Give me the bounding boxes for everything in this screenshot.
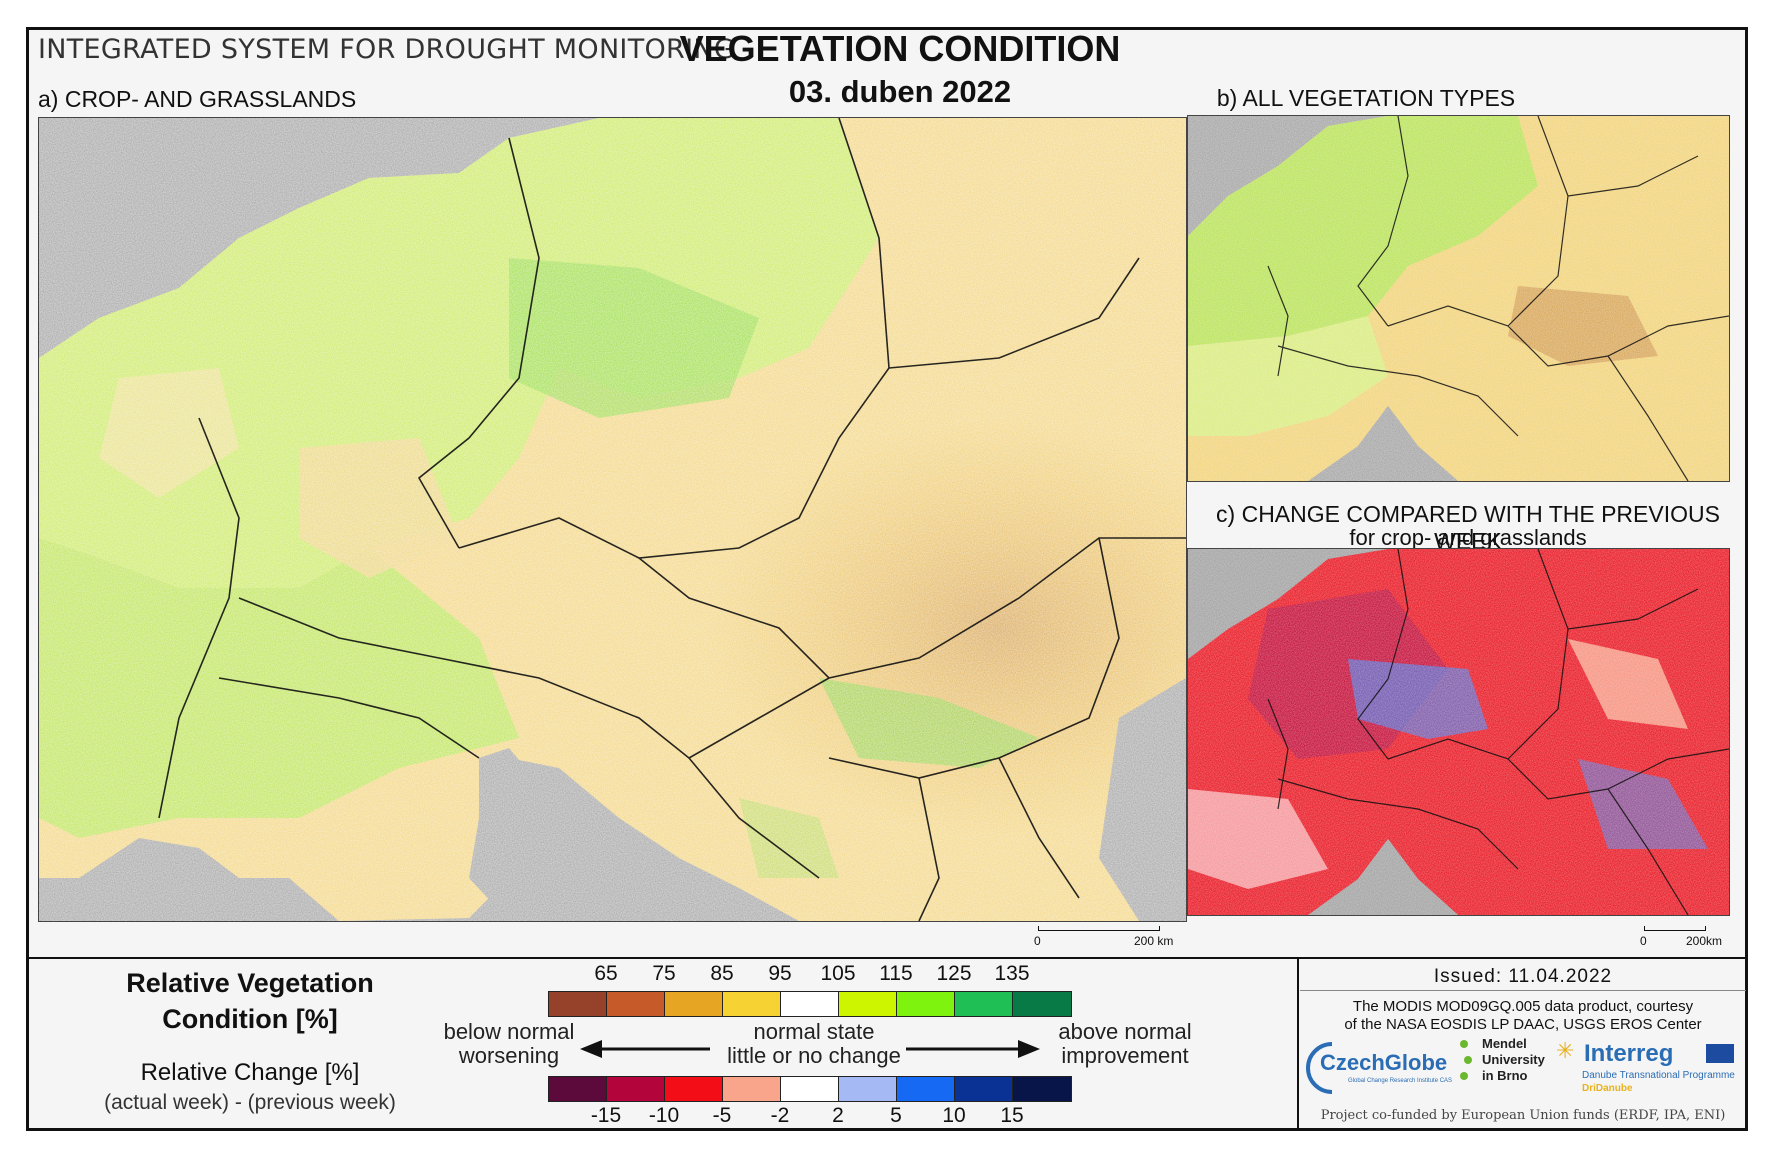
normal-state-desc: normal state little or no change <box>714 1020 914 1068</box>
condition-swatch-8 <box>1013 992 1071 1016</box>
condition-tick-label: 125 <box>936 962 972 985</box>
condition-tick-label: 65 <box>594 962 618 985</box>
change-tick-label: 15 <box>1000 1104 1024 1127</box>
condition-swatch-5 <box>839 992 897 1016</box>
legend-arrows <box>580 1040 1040 1058</box>
footer-divider <box>1297 958 1299 1131</box>
condition-swatch-2 <box>665 992 723 1016</box>
mendel-dot-icon-2 <box>1464 1056 1472 1064</box>
czechglobe-arc-icon <box>1306 1042 1333 1094</box>
no-change-label: little or no change <box>727 1043 901 1068</box>
condition-tick-label: 115 <box>879 962 913 985</box>
scalebar-a-end: 200 km <box>1134 934 1174 948</box>
map-date: 03. duben 2022 <box>788 74 1012 109</box>
czechglobe-logo: CzechGlobe Global Change Research Instit… <box>1304 1040 1454 1096</box>
change-swatch-3 <box>723 1077 781 1101</box>
condition-colorbar <box>548 991 1072 1017</box>
condition-swatch-7 <box>955 992 1013 1016</box>
change-swatch-0 <box>549 1077 607 1101</box>
map-all-vegetation <box>1187 115 1730 482</box>
mendel-line2: University <box>1482 1052 1545 1067</box>
mendel-dot-icon-3 <box>1460 1072 1468 1080</box>
condition-tick-label: 135 <box>994 962 1030 985</box>
system-title: INTEGRATED SYSTEM FOR DROUGHT MONITORING <box>38 34 736 65</box>
legend-change-subtitle: (actual week) - (previous week) <box>104 1091 396 1114</box>
condition-tick-label: 85 <box>710 962 734 985</box>
czechglobe-subtext: Global Change Research Institute CAS <box>1348 1078 1453 1084</box>
interreg-subtext1: Danube Transnational Programme <box>1582 1070 1735 1081</box>
data-courtesy: The MODIS MOD09GQ.005 data product, cour… <box>1300 998 1746 1034</box>
issued-rule <box>1300 990 1746 991</box>
interreg-subtext2: DriDanube <box>1582 1083 1633 1094</box>
scalebar-a-start: 0 <box>1034 934 1041 948</box>
change-swatch-7 <box>955 1077 1013 1101</box>
scalebar-c-end: 200km <box>1686 934 1723 948</box>
panel-a-label: a) CROP- AND GRASSLANDS <box>38 86 357 112</box>
map-a-graphic <box>39 118 1186 921</box>
condition-tick-label: 75 <box>652 962 676 985</box>
courtesy-line2: of the NASA EOSDIS LP DAAC, USGS EROS Ce… <box>1344 1016 1702 1033</box>
funding-note: Project co-funded by European Union fund… <box>1320 1108 1726 1123</box>
panel-c-sublabel: for crop- and grasslands <box>1349 525 1587 550</box>
change-swatch-8 <box>1013 1077 1071 1101</box>
below-normal-desc: below normal worsening <box>434 1020 584 1068</box>
above-normal-label: above normal <box>1058 1019 1192 1044</box>
change-swatch-2 <box>665 1077 723 1101</box>
left-arrow-icon <box>580 1040 602 1058</box>
map-c-graphic <box>1188 549 1729 915</box>
mendel-dot-icon <box>1460 1040 1468 1048</box>
change-tick-label: 2 <box>832 1104 844 1127</box>
mendel-line3: in Brno <box>1482 1068 1528 1083</box>
condition-swatch-3 <box>723 992 781 1016</box>
eu-flag-icon <box>1706 1044 1734 1063</box>
change-swatch-6 <box>897 1077 955 1101</box>
scalebar-a: 0 200 km <box>1034 924 1184 948</box>
change-swatch-1 <box>607 1077 665 1101</box>
main-title: VEGETATION CONDITION <box>679 28 1121 69</box>
normal-state-label: normal state <box>753 1019 875 1044</box>
right-arrow-icon <box>1018 1040 1040 1058</box>
change-colorbar <box>548 1076 1072 1102</box>
change-tick-label: -15 <box>590 1104 622 1127</box>
change-swatch-5 <box>839 1077 897 1101</box>
change-swatch-4 <box>781 1077 839 1101</box>
legend-divider <box>26 957 1748 959</box>
improvement-label: improvement <box>1061 1043 1189 1068</box>
mendel-logo: Mendel University in Brno <box>1460 1036 1550 1100</box>
change-tick-label: -10 <box>648 1104 680 1127</box>
change-tick-label: -2 <box>770 1104 790 1127</box>
map-weekly-change <box>1187 548 1730 916</box>
legend-title-line1: Relative Vegetation <box>126 968 374 998</box>
czechglobe-text: CzechGlobe <box>1320 1050 1448 1075</box>
courtesy-line1: The MODIS MOD09GQ.005 data product, cour… <box>1352 998 1694 1015</box>
map-b-graphic <box>1188 116 1729 481</box>
condition-swatch-0 <box>549 992 607 1016</box>
worsening-label: worsening <box>458 1043 560 1068</box>
scalebar-c: 0 200km <box>1640 924 1740 948</box>
condition-swatch-4 <box>781 992 839 1016</box>
mendel-line1: Mendel <box>1482 1036 1527 1051</box>
condition-tick-label: 105 <box>820 962 856 985</box>
issued-date: Issued: 11.04.2022 <box>1433 966 1613 987</box>
above-normal-desc: above normal improvement <box>1050 1020 1200 1068</box>
below-normal-label: below normal <box>443 1019 575 1044</box>
change-tick-label: 5 <box>890 1104 902 1127</box>
legend-change-title: Relative Change [%] <box>140 1059 360 1086</box>
interreg-star-icon: ✳ <box>1556 1038 1575 1063</box>
map-crop-grasslands <box>38 117 1187 922</box>
interreg-text: Interreg <box>1584 1040 1674 1067</box>
condition-swatch-1 <box>607 992 665 1016</box>
condition-swatch-6 <box>897 992 955 1016</box>
change-tick-label: 10 <box>942 1104 966 1127</box>
interreg-logo: ✳ Interreg Danube Transnational Programm… <box>1556 1036 1742 1100</box>
change-tick-label: -5 <box>712 1104 732 1127</box>
scalebar-c-start: 0 <box>1640 934 1647 948</box>
panel-b-label: b) ALL VEGETATION TYPES <box>1216 85 1516 111</box>
legend-title-line2: Condition [%] <box>162 1004 338 1034</box>
condition-tick-label: 95 <box>768 962 792 985</box>
